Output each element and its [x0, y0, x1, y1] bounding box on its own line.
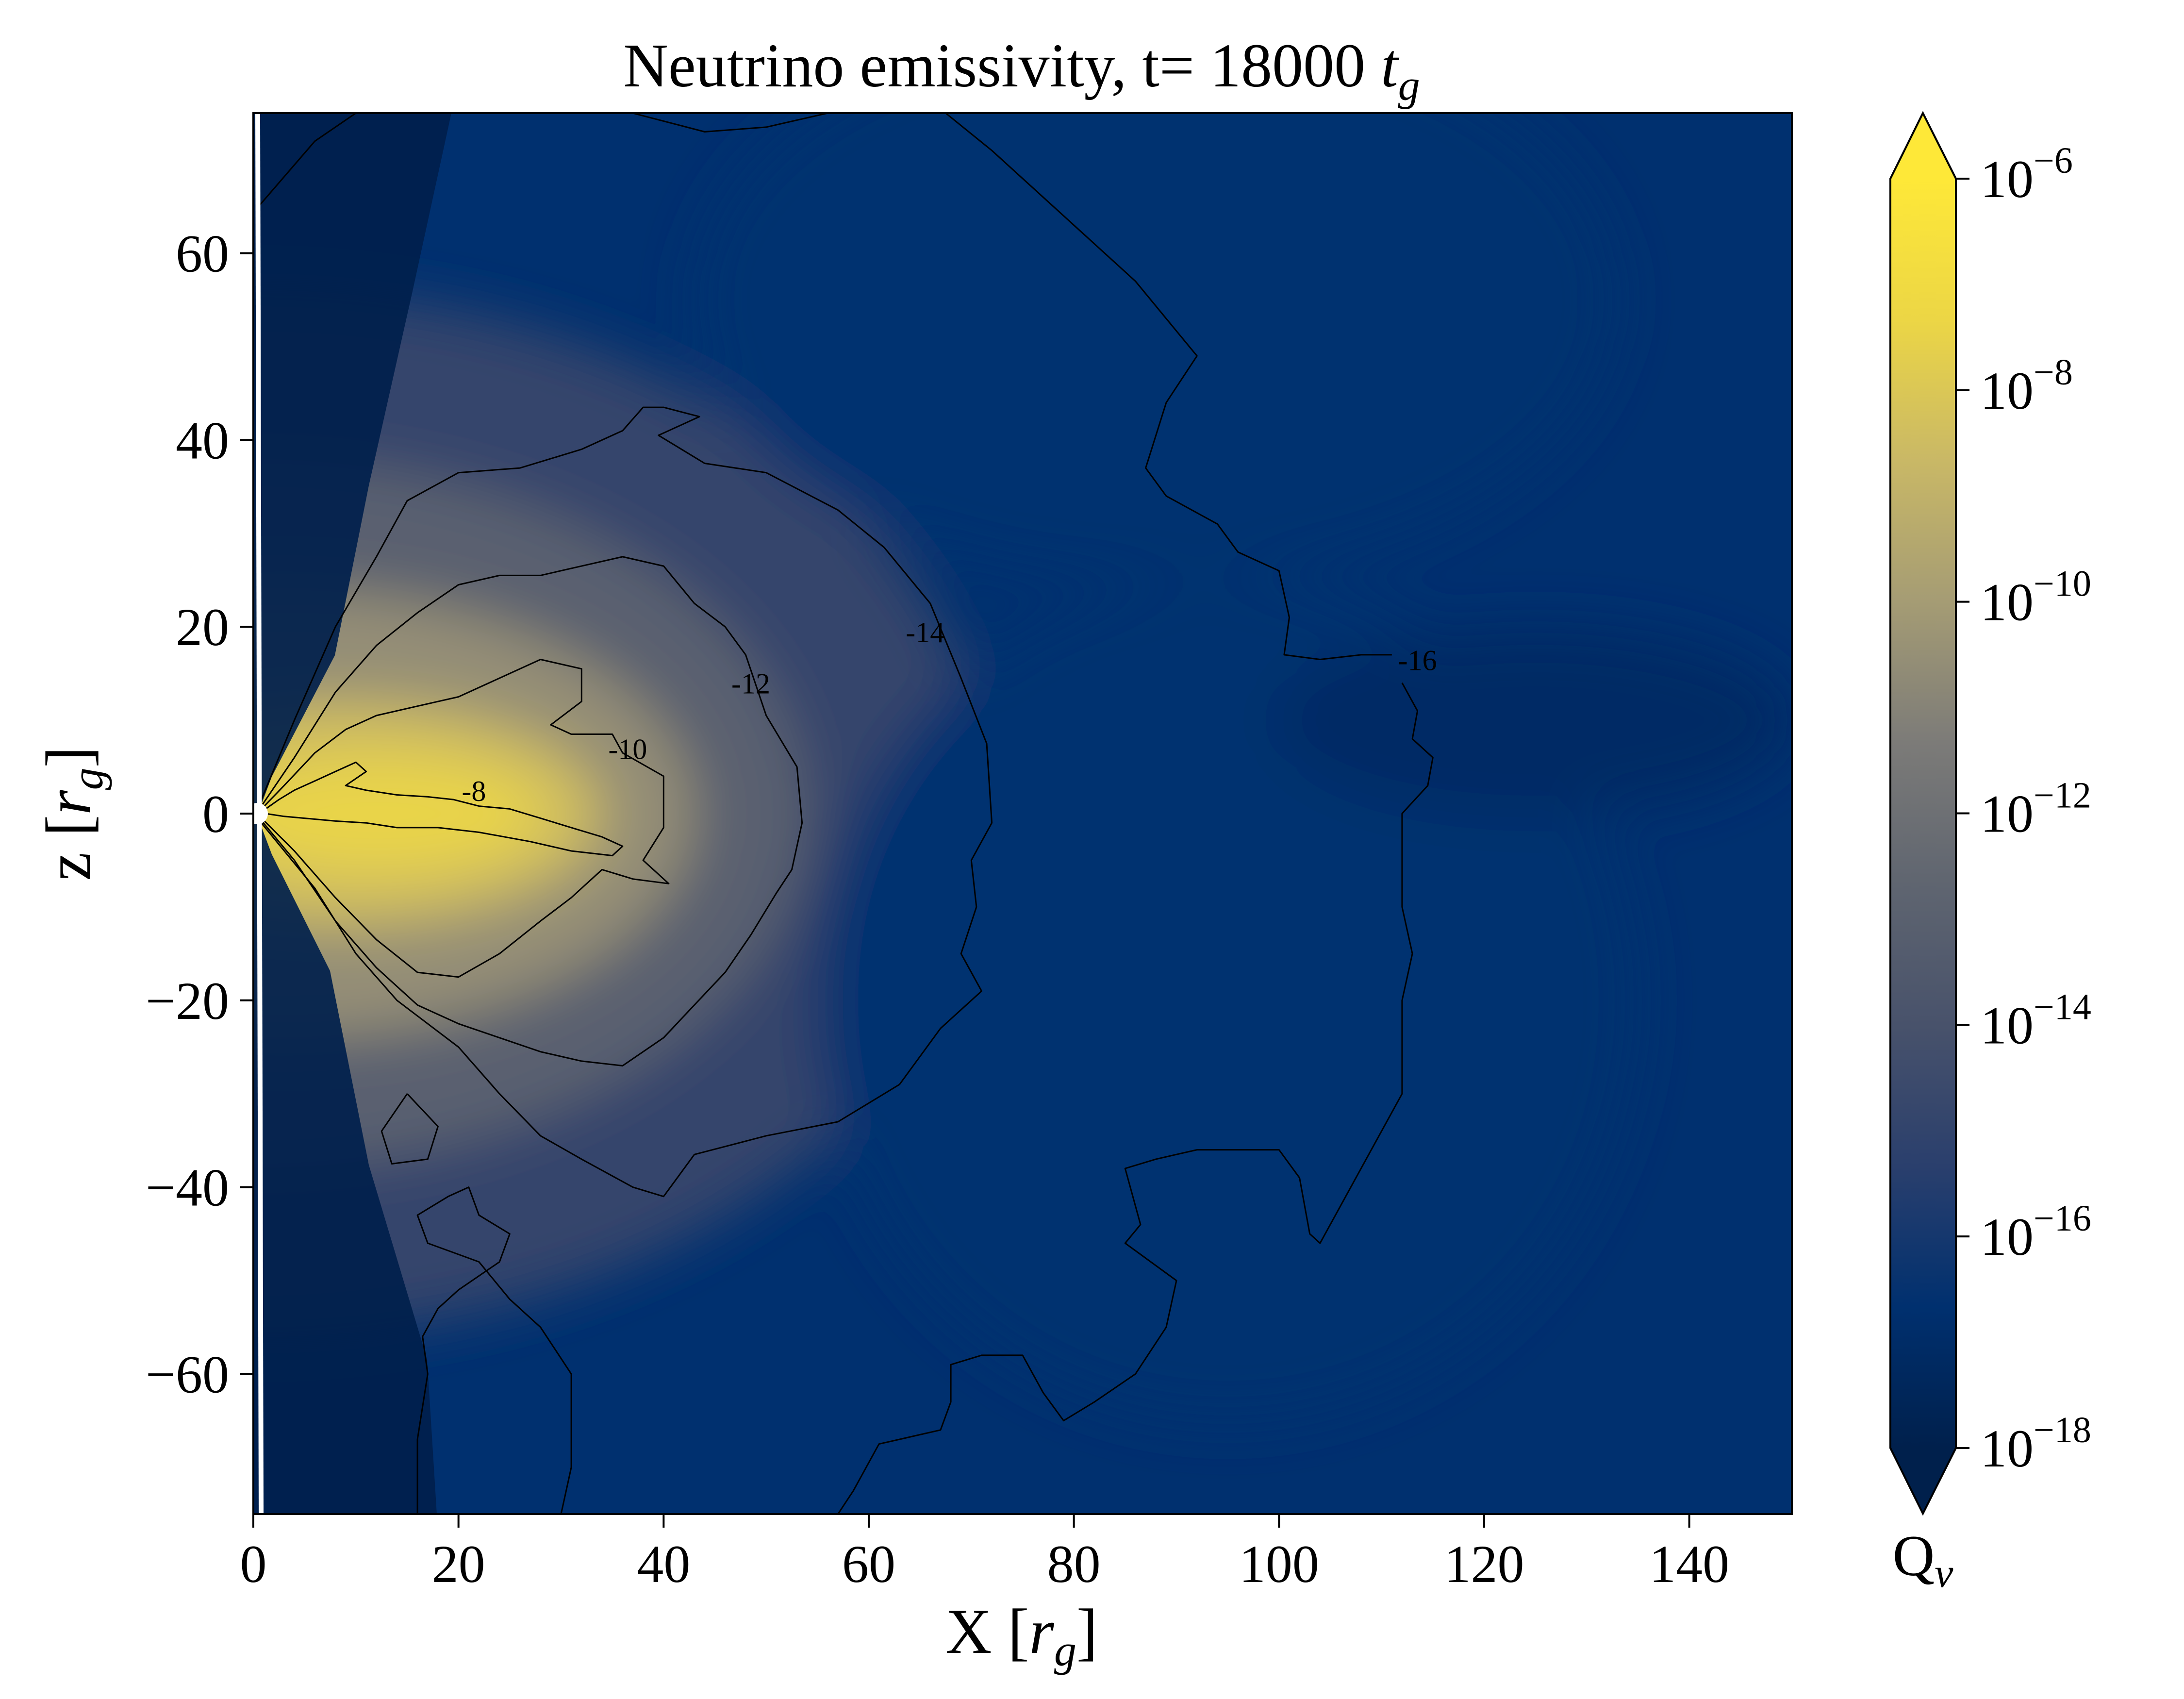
contour-label: -14: [906, 616, 944, 649]
colorbar-label: Qν: [1893, 1523, 1954, 1596]
chart-title: Neutrino emissivity, t= 18000 tg: [623, 31, 1420, 110]
contour-label: -12: [731, 668, 770, 700]
y-tick-label: 40: [176, 411, 229, 470]
contour-lines: [257, 113, 1434, 1514]
x-tick-label: 100: [1239, 1534, 1319, 1594]
y-tick-label: −40: [146, 1158, 229, 1217]
y-tick-label: 60: [176, 224, 229, 283]
colorbar-tick-label: 10−14: [1980, 986, 2091, 1055]
colorbar-tick-label: 10−16: [1980, 1198, 2091, 1266]
contour-line: [265, 761, 624, 857]
x-tick-label: 80: [1047, 1534, 1101, 1594]
colorbar-tick-label: 10−18: [1980, 1410, 2091, 1478]
heatmap-region: [253, 757, 541, 870]
contour-line: [837, 682, 1434, 1514]
y-tick-label: −60: [146, 1345, 229, 1404]
x-tick-label: 120: [1444, 1534, 1524, 1594]
colorbar: 10−6 10−8 10−10 10−12 10−14 10−16 10−18: [1889, 111, 2091, 1516]
x-axis: 0 20 40 60 80 100 120 140: [240, 1514, 1729, 1594]
contour-label: -16: [1398, 645, 1437, 677]
x-axis-label: X [rg]: [945, 1596, 1098, 1675]
contour-labels: -8 -10 -12 -14 -16: [462, 616, 1437, 807]
plot-area: [253, 113, 1792, 1514]
y-tick-label: −20: [146, 971, 229, 1031]
contour-line: [261, 659, 670, 978]
colorbar-tick-label: 10−6: [1980, 140, 2073, 209]
contour-label: -8: [462, 775, 486, 807]
colorbar-extend-min: [1890, 1448, 1956, 1514]
contour-line: [945, 113, 1392, 660]
colorbar-body: [1890, 179, 1956, 1448]
colorbar-ticks: 10−6 10−8 10−10 10−12 10−14 10−16 10−18: [1956, 140, 2091, 1478]
low-emissivity-funnel: [253, 113, 451, 1514]
colorbar-extend-max: [1890, 113, 1956, 179]
y-tick-label: 0: [202, 784, 229, 844]
contour-line: [259, 556, 803, 1066]
heatmap-region: [1279, 627, 1792, 814]
contour-line: [632, 113, 828, 133]
heatmap-region: [695, 113, 1618, 580]
contour-line: [257, 406, 993, 1198]
contour-line: [416, 1186, 572, 1514]
contour-label: -10: [608, 733, 647, 765]
contour-line: [381, 1093, 439, 1165]
contour-line: [258, 113, 357, 207]
heatmap-field: [253, 113, 1792, 1421]
x-tick-label: 0: [240, 1534, 267, 1594]
x-tick-label: 140: [1649, 1534, 1729, 1594]
y-axis-label: z [rg]: [33, 747, 112, 881]
x-tick-label: 40: [637, 1534, 690, 1594]
colorbar-tick-label: 10−10: [1980, 564, 2091, 632]
y-tick-label: 20: [176, 598, 229, 657]
colorbar-tick-label: 10−8: [1980, 352, 2073, 420]
x-tick-label: 20: [432, 1534, 485, 1594]
colorbar-tick-label: 10−12: [1980, 775, 2091, 844]
x-tick-label: 60: [842, 1534, 895, 1594]
black-hole-marker: [253, 803, 268, 824]
y-axis: −60 −40 −20 0 20 40 60: [146, 224, 253, 1404]
